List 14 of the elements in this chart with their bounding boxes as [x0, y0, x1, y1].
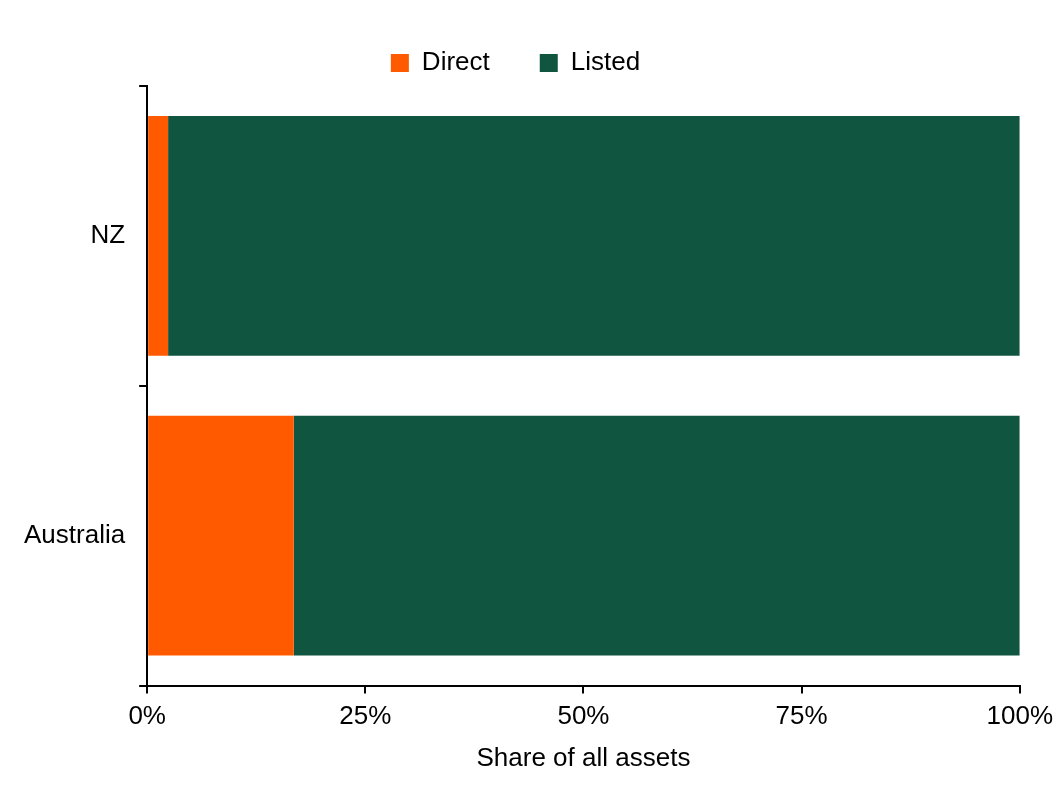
bar: [148, 115, 169, 356]
bar: [293, 415, 1020, 656]
y-tick-label: NZ: [90, 219, 126, 250]
y-tick-label: Australia: [24, 518, 126, 549]
x-tick-label: 25%: [339, 700, 392, 731]
x-tick-label: 100%: [986, 700, 1053, 731]
legend-label: Listed: [570, 46, 641, 77]
bar: [168, 115, 1020, 356]
bar: [148, 415, 294, 656]
x-axis-title: Share of all assets: [476, 741, 691, 772]
legend-label: Direct: [421, 46, 491, 77]
x-tick-label: 50%: [557, 700, 610, 731]
x-tick-label: 0%: [128, 700, 166, 731]
x-tick-label: 75%: [775, 700, 828, 731]
